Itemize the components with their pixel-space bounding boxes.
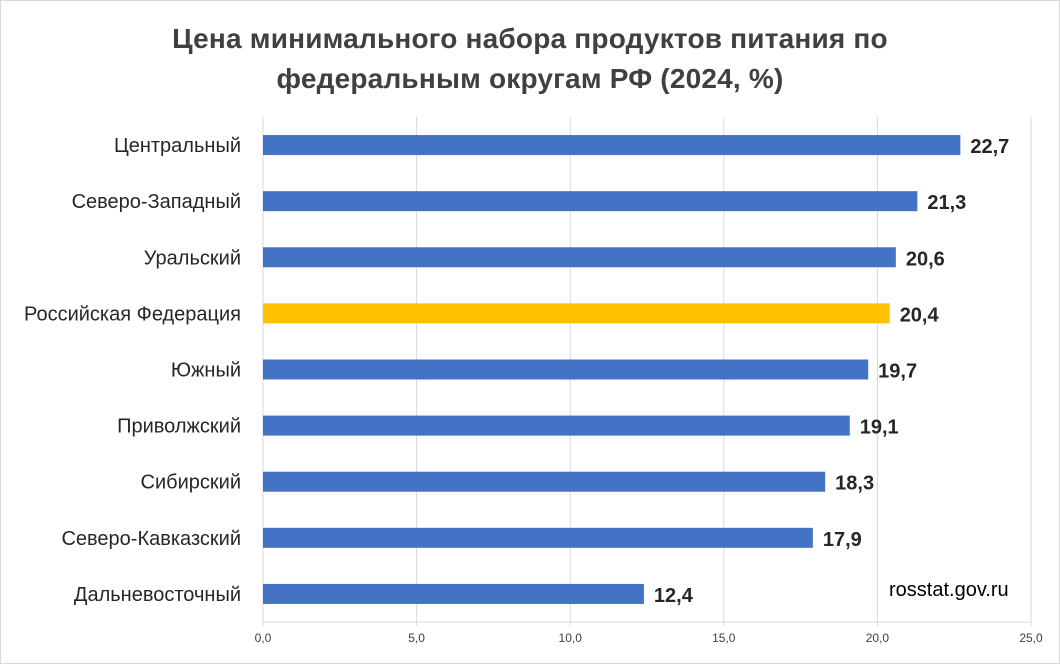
chart-title: Цена минимального набора продуктов питан… [1,19,1059,99]
data-label: 21,3 [927,192,966,214]
x-tick-label: 15,0 [712,631,736,645]
chart-title-line-1: Цена минимального набора продуктов питан… [172,23,888,54]
data-label: 18,3 [835,473,874,495]
x-tick-label: 20,0 [866,631,890,645]
category-label: Приволжский [117,416,241,438]
bar [263,583,644,604]
category-label: Южный [171,360,241,382]
bar [263,191,918,212]
category-label: Центральный [114,135,241,157]
category-label: Российская Федерация [24,303,241,325]
category-label: Северо-Западный [72,191,241,213]
category-label: Дальневосточный [74,584,241,606]
x-tick-label: 5,0 [408,631,425,645]
bar [263,359,869,380]
data-label: 22,7 [970,136,1009,158]
data-label: 20,6 [906,248,945,270]
x-tick-label: 10,0 [559,631,583,645]
data-label: 20,4 [900,304,940,326]
bar [263,135,961,156]
category-label: Северо-Кавказский [61,528,241,550]
bar-highlight [263,303,890,324]
chart-title-line-2: федеральным округам РФ (2024, %) [276,63,784,94]
category-label: Уральский [144,247,241,269]
data-label: 17,9 [823,529,862,551]
bar [263,247,896,268]
data-label: 12,4 [654,585,694,607]
bar [263,415,850,436]
source-note: rosstat.gov.ru [889,579,1009,601]
bar [263,527,813,548]
data-label: 19,1 [860,417,899,439]
data-label: 19,7 [878,361,917,383]
category-label: Сибирский [141,472,241,494]
x-tick-label: 25,0 [1019,631,1043,645]
bar [263,471,826,492]
x-tick-label: 0,0 [255,631,272,645]
